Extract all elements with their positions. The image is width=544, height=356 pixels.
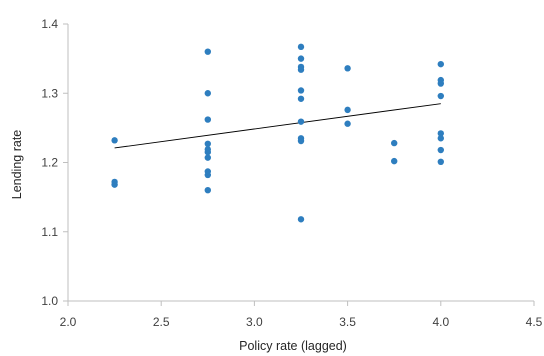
data-point — [297, 43, 305, 51]
data-point — [437, 60, 444, 68]
data-point — [344, 120, 351, 127]
data-point — [204, 148, 211, 156]
data-point — [297, 137, 305, 145]
y-tick-label: 1.2 — [41, 156, 58, 170]
data-point — [204, 187, 211, 194]
data-point — [297, 216, 305, 223]
data-point — [297, 118, 305, 125]
data-point — [437, 130, 444, 137]
data-point — [297, 95, 305, 102]
y-tick-label: 1.4 — [41, 17, 58, 31]
data-point — [437, 92, 444, 100]
x-tick-label: 4.0 — [432, 315, 449, 329]
data-point — [204, 116, 211, 123]
trendline-group — [114, 103, 441, 149]
x-tick-label: 2.5 — [153, 315, 170, 329]
data-point — [111, 181, 118, 188]
x-tick-label: 2.0 — [60, 315, 77, 329]
data-point — [204, 140, 211, 148]
data-point — [297, 66, 305, 73]
data-point — [437, 135, 444, 142]
data-point — [204, 48, 211, 55]
x-axis-ticks: 2.0 2.5 3.0 3.5 4.0 4.5 — [60, 301, 543, 329]
data-point — [344, 65, 351, 72]
trendline — [114, 103, 441, 149]
x-axis-title: Policy rate (lagged) — [239, 339, 347, 353]
x-tick-label: 3.5 — [339, 315, 356, 329]
data-point — [391, 139, 398, 147]
data-point — [437, 146, 444, 154]
data-point — [111, 137, 118, 144]
data-point — [344, 106, 351, 114]
data-point — [391, 157, 398, 165]
data-point — [297, 87, 305, 94]
data-point — [297, 55, 305, 62]
data-point — [437, 158, 444, 166]
x-tick-label: 4.5 — [526, 315, 543, 329]
data-point — [204, 171, 211, 179]
data-point — [204, 90, 211, 97]
data-point — [437, 80, 444, 87]
y-axis-ticks: 1.0 1.1 1.2 1.3 1.4 — [41, 17, 68, 308]
y-axis-title: Lending rate — [10, 130, 24, 200]
data-point — [204, 154, 211, 161]
data-points — [111, 43, 444, 223]
y-tick-label: 1.3 — [41, 86, 58, 100]
x-tick-label: 3.0 — [246, 315, 263, 329]
y-tick-label: 1.1 — [41, 225, 58, 239]
y-tick-label: 1.0 — [41, 294, 58, 308]
